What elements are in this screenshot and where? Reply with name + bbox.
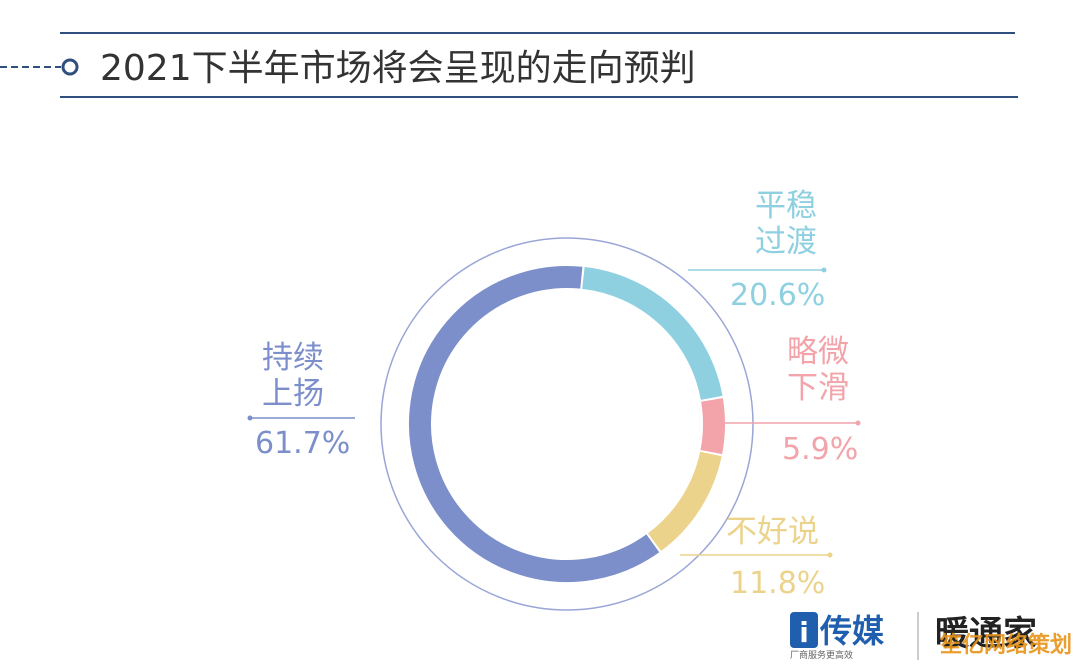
value-label: 20.6% [730, 278, 826, 313]
donut-segment [647, 451, 722, 551]
logo-a: 传媒 [819, 612, 885, 650]
value-label: 11.8% [730, 566, 826, 601]
value-label: 61.7% [255, 426, 351, 461]
donut-segment [581, 266, 723, 401]
leader-dot [855, 420, 861, 426]
value-label: 5.9% [782, 432, 859, 467]
donut-segment [700, 398, 725, 455]
category-label: 持续上扬 [262, 340, 324, 412]
watermark: 笙亿网络策划 [939, 632, 1072, 658]
category-label: 略微下滑 [787, 334, 849, 406]
category-label: 不好说 [726, 514, 819, 550]
logo-icon-letter: i [799, 616, 809, 649]
leader-dot [821, 267, 827, 273]
donut-segment [409, 266, 660, 582]
leader-dot [247, 415, 253, 421]
logo-a-tagline: 厂商服务更高效 [790, 649, 853, 661]
category-label: 平稳过渡 [755, 188, 817, 260]
leader-dot [827, 552, 833, 558]
logo-icon [790, 612, 818, 648]
outer-ring [380, 237, 754, 611]
logo-b: 暖通家 [935, 614, 1037, 654]
header-dot [61, 58, 79, 76]
chart-title: 2021下半年市场将会呈现的走向预判 [100, 48, 696, 89]
